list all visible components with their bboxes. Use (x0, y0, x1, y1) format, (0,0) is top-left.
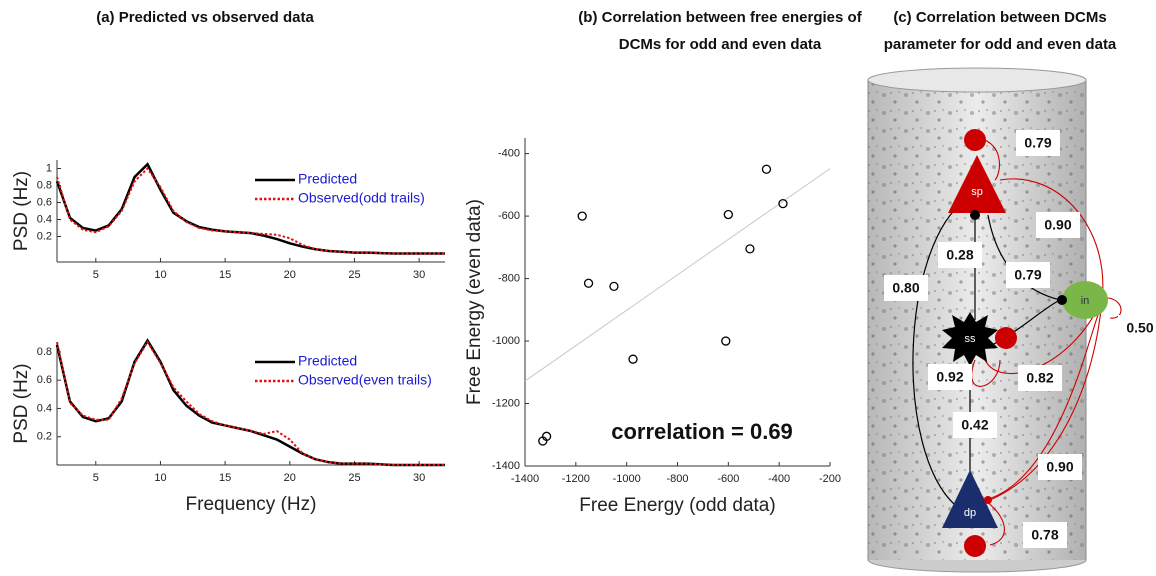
x-tick-label: -200 (819, 473, 841, 485)
point (628, 354, 638, 364)
x-tick-label: 25 (348, 472, 360, 484)
node-label: dp (964, 507, 976, 519)
panel-c: (c) Correlation between DCMs parameter f… (867, 9, 1156, 573)
legend-label: Observed(even trails) (298, 372, 432, 388)
chart-title: (a) Predicted vs observed data (96, 9, 314, 26)
edge-label: 0.82 (1026, 370, 1053, 386)
y-axis-label: PSD (Hz) (11, 171, 32, 251)
x-tick-label: 15 (219, 472, 231, 484)
x-tick-label: 15 (219, 269, 231, 281)
legend-label: Predicted (298, 353, 357, 369)
node-ss (942, 312, 998, 366)
edges-red (971, 139, 1122, 546)
x-axis-label: Free Energy (odd data) (579, 495, 775, 516)
series-line (55, 162, 445, 255)
chart-title: DCMs for odd and even data (619, 36, 822, 53)
edge-label-box (928, 364, 972, 390)
y-tick-label: 0.2 (37, 431, 52, 443)
y-tick-label: 0.4 (37, 213, 52, 225)
y-tick-label: -400 (498, 148, 520, 160)
point (761, 164, 772, 174)
node-sp (948, 155, 1006, 213)
x-tick-label: -1400 (511, 473, 539, 485)
edge-label-box (1038, 454, 1082, 480)
diagram-title: parameter for odd and even data (884, 36, 1117, 53)
series-line (56, 166, 445, 255)
x-tick-label: -1000 (613, 473, 641, 485)
edge-label: 0.79 (1024, 135, 1051, 151)
legend-label: Predicted (298, 171, 357, 187)
y-tick-label: -800 (498, 272, 520, 284)
x-tick-label: 20 (284, 269, 296, 281)
chart-title: (b) Correlation between free energies of (578, 9, 862, 26)
edge-label: 0.90 (1044, 217, 1071, 233)
y-tick-label: -1400 (492, 460, 520, 472)
edge-label-box (884, 275, 928, 301)
series-line (55, 338, 445, 467)
y-tick-label: -1200 (492, 397, 520, 409)
point (778, 198, 788, 209)
edge-label-box (938, 242, 982, 268)
edge-label: 0.79 (1014, 267, 1041, 283)
x-tick-label: -400 (768, 473, 790, 485)
y-tick-label: 0.8 (37, 179, 52, 191)
y-tick-label: 0.6 (37, 374, 52, 386)
edge-label: 0.28 (946, 247, 973, 263)
edge-labels: 0.79 0.90 0.28 0.79 0.80 0.50 0.92 0.82 0.42 0.90… (884, 130, 1156, 548)
edge-label: 0.90 (1046, 459, 1073, 475)
cylinder-top (867, 67, 1087, 93)
x-tick-label: 10 (154, 472, 166, 484)
legend-label: Observed(odd trails) (298, 190, 425, 206)
x-tick-label: -800 (666, 473, 688, 485)
x-tick-label: -600 (717, 473, 739, 485)
edge-label: 0.92 (936, 369, 963, 385)
y-tick-label: 0.6 (37, 196, 52, 208)
x-tick-label: 30 (413, 472, 425, 484)
edge-label-box (1016, 130, 1060, 156)
x-tick-label: 5 (93, 472, 99, 484)
point (577, 211, 587, 221)
x-tick-label: -1200 (562, 473, 590, 485)
point (745, 244, 755, 254)
x-tick-label: 10 (154, 269, 166, 281)
edge-label-box (1036, 212, 1080, 238)
edge-label: 0.80 (892, 280, 919, 296)
y-tick-label: 0.8 (37, 346, 52, 358)
edge-label-box (1006, 262, 1050, 288)
point (723, 209, 733, 220)
point (721, 336, 731, 346)
edge-label: 0.78 (1031, 527, 1058, 543)
node-label: ss (965, 333, 977, 345)
point (583, 278, 594, 288)
annotation: correlation = 0.69 (611, 419, 793, 444)
node-in (1062, 281, 1108, 319)
node-dp (942, 470, 998, 528)
edge-label-box (1018, 365, 1062, 391)
y-axis-label: Free Energy (even data) (464, 199, 485, 405)
y-tick-label: 1 (46, 162, 52, 174)
x-tick-label: 25 (348, 269, 360, 281)
point (541, 431, 552, 441)
y-axis-label: PSD (Hz) (11, 363, 32, 443)
node-label: sp (971, 186, 983, 198)
x-tick-label: 20 (284, 472, 296, 484)
diagram-title: (c) Correlation between DCMs (893, 9, 1106, 26)
edge-label: 0.42 (961, 417, 988, 433)
y-tick-label: 0.4 (37, 402, 52, 414)
edge-label-box (1118, 315, 1156, 341)
point (609, 281, 619, 292)
node-dot (964, 129, 986, 151)
edge-label: 0.50 (1126, 320, 1153, 336)
y-tick-label: -600 (498, 210, 520, 222)
x-tick-label: 30 (413, 269, 425, 281)
y-tick-label: 0.2 (37, 230, 52, 242)
y-tick-label: -1000 (492, 335, 520, 347)
edge-label-box (1023, 522, 1067, 548)
x-tick-label: 5 (93, 269, 99, 281)
edge-label-box (953, 412, 997, 438)
series-line (56, 340, 445, 466)
x-axis-label: Frequency (Hz) (186, 494, 317, 515)
node-label: in (1081, 295, 1090, 307)
